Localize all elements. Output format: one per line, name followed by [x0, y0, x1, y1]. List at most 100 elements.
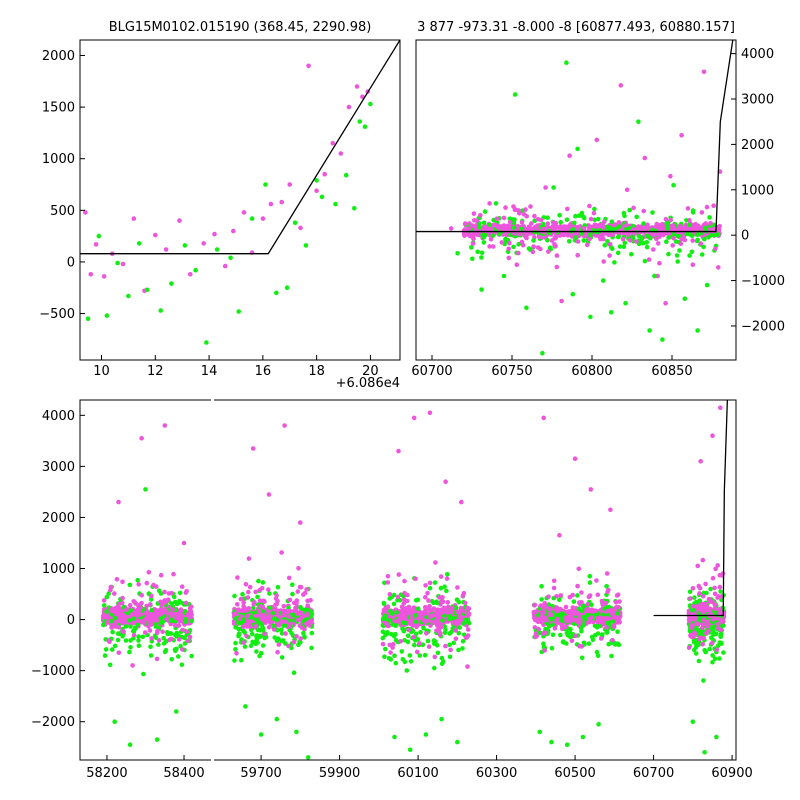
plot3-point-green — [549, 645, 555, 651]
plot2-point-green — [570, 291, 576, 297]
plot2-point-magenta — [494, 216, 500, 221]
plot3-point-green — [255, 594, 260, 600]
plot3-point-green — [587, 573, 593, 579]
plot3-point-green — [172, 619, 178, 625]
plot3-point-green — [115, 637, 121, 643]
plot3-point-green — [127, 582, 133, 588]
plot3-point-magenta — [139, 600, 144, 606]
plot3-point-magenta — [428, 623, 433, 628]
plot2-point-green — [690, 208, 696, 213]
plot3-point-magenta — [175, 614, 180, 619]
plot3-point-magenta — [409, 614, 415, 620]
plot2-point-magenta — [543, 185, 548, 190]
plot2-point-green — [540, 221, 546, 227]
plot3-point-green — [249, 631, 255, 637]
plot2-point-magenta — [668, 217, 673, 223]
plot3-point-magenta — [428, 614, 433, 619]
plot2-point-magenta — [516, 250, 521, 256]
plot2-point-magenta — [519, 220, 525, 225]
plot3-point-magenta — [385, 623, 390, 629]
plot3-point-magenta — [542, 615, 547, 620]
plot3-point-magenta — [138, 612, 143, 617]
plot3-point-magenta — [533, 634, 538, 640]
plot3-point-green — [260, 643, 266, 648]
plot3-point-green — [179, 662, 185, 667]
plot1-point-magenta — [314, 188, 319, 193]
plot3-point-green — [148, 644, 153, 650]
plot3-point-green — [140, 634, 146, 640]
plot3-point-green — [160, 619, 166, 625]
plot2-point-green — [516, 241, 521, 247]
plot3-point-magenta — [246, 618, 252, 624]
plot3-point-magenta — [119, 616, 125, 622]
plot3-point-magenta — [299, 615, 305, 620]
plot3-point-magenta — [178, 607, 184, 612]
plot3-point-magenta — [593, 608, 599, 614]
plot3-point-magenta — [235, 608, 240, 613]
plot2-point-magenta — [544, 225, 550, 230]
plot3-point-magenta — [266, 624, 272, 630]
plot3-point-magenta — [180, 647, 185, 652]
plot2-point-magenta — [565, 206, 570, 212]
plot1-point-magenta — [354, 84, 360, 89]
plot3-point-magenta — [453, 628, 459, 633]
plot3-point-green — [309, 645, 314, 651]
plot3-point-green — [173, 599, 178, 605]
plot2-point-magenta — [588, 216, 594, 222]
plot2-point-green — [617, 244, 623, 249]
plot3-point-magenta — [231, 611, 237, 617]
plot3-point-magenta — [116, 605, 122, 611]
plot2-point-green — [490, 233, 496, 239]
plot2-point-green — [501, 273, 507, 279]
plot1-x-tick-label: 10 — [93, 364, 110, 379]
plot3-point-magenta — [275, 649, 280, 655]
plot2-point-green — [479, 250, 485, 256]
plot3-point-magenta — [448, 647, 453, 653]
plot3-point-magenta — [586, 619, 592, 624]
plot3-point-green — [399, 649, 405, 654]
plot3-point-magenta — [596, 615, 601, 621]
plot3-point-magenta — [438, 625, 444, 630]
plot3-point-magenta — [130, 663, 135, 668]
plot2-point-green — [660, 337, 665, 342]
plot3-point-green — [127, 649, 132, 655]
plot3-point-magenta — [434, 628, 439, 633]
plot3-point-green — [431, 638, 437, 643]
plot3-point-green — [131, 616, 137, 622]
plot3-point-magenta — [262, 631, 267, 637]
plot3-point-green — [136, 643, 142, 648]
plot2-point-magenta — [618, 83, 624, 88]
plot3-point-magenta — [170, 607, 175, 612]
plot1-x-tick-label: 18 — [308, 364, 325, 379]
plot3-point-magenta — [465, 664, 470, 669]
plot3-point-green — [413, 598, 419, 603]
plot3-point-magenta — [243, 582, 249, 587]
plot3-point-magenta — [101, 598, 107, 603]
plot3-point-green — [539, 597, 544, 602]
plot2-point-green — [647, 328, 652, 333]
plot3-point-magenta — [281, 604, 287, 609]
plot3-point-magenta — [154, 584, 159, 589]
plot3-point-magenta — [402, 578, 407, 584]
plot3-point-magenta — [287, 597, 293, 603]
plot3-point-green — [447, 631, 452, 636]
plot3-point-green — [112, 615, 118, 621]
plot2-point-magenta — [677, 223, 683, 229]
plot2-point-green — [592, 206, 597, 212]
plot3-point-green — [153, 622, 158, 627]
plot2-point-magenta — [645, 226, 651, 232]
plot1-x-tick-label: 14 — [201, 364, 218, 379]
plot2-point-magenta — [480, 226, 486, 231]
plot2-point-magenta — [487, 244, 492, 249]
plot3-point-magenta — [395, 619, 401, 624]
plot3-point-magenta — [305, 603, 311, 608]
plot3-point-green — [439, 655, 445, 661]
plot3-point-magenta — [176, 637, 182, 642]
plot2-point-magenta — [627, 238, 633, 243]
plot3-point-magenta — [179, 584, 185, 589]
plot3-point-magenta — [387, 592, 393, 597]
plot3-point-green — [171, 594, 177, 600]
plot1-point-magenta — [279, 199, 285, 205]
plot3-point-magenta — [244, 607, 250, 613]
plot2-point-green — [694, 238, 700, 244]
